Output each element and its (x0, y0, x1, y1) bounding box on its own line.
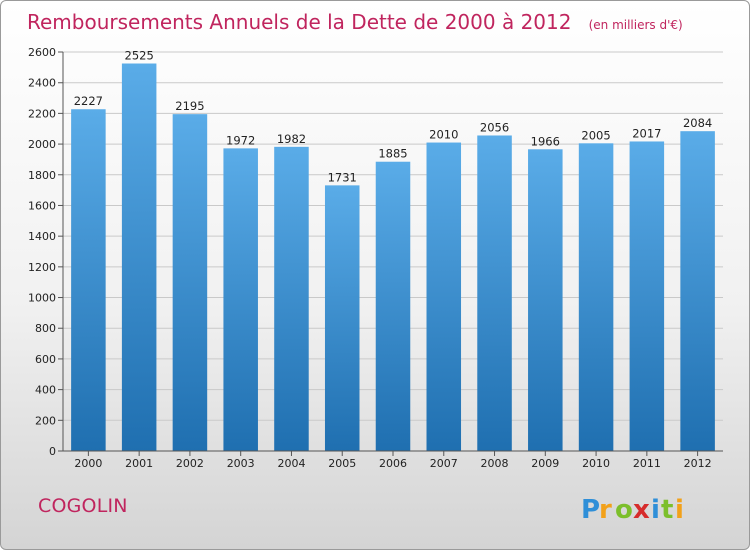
bar-2004 (274, 146, 309, 451)
svg-text:o: o (615, 495, 633, 525)
y-tick-label: 2200 (28, 107, 56, 120)
y-tick-label: 1400 (28, 230, 56, 243)
y-tick-label: 2000 (28, 138, 56, 151)
y-tick-label: 0 (49, 445, 56, 458)
x-tick-label-2010: 2010 (582, 457, 610, 470)
bar-2009 (528, 149, 563, 451)
value-label-2006: 1885 (378, 147, 407, 161)
x-tick-label-2009: 2009 (531, 457, 559, 470)
x-tick-label-2006: 2006 (379, 457, 407, 470)
chart-unit-note: (en milliers d'€) (589, 18, 683, 32)
y-tick-label: 800 (35, 322, 56, 335)
svg-text:t: t (661, 495, 673, 525)
bar-2007 (426, 142, 462, 452)
x-tick-label-2011: 2011 (633, 457, 661, 470)
x-tick-label-2000: 2000 (74, 457, 102, 470)
svg-text:r: r (599, 495, 612, 525)
x-tick-label-2003: 2003 (227, 457, 255, 470)
x-axis: 2000 2001 2002 2003 2004 2005 2006 2007 2008 2009… (63, 450, 723, 470)
y-tick-label: 2400 (28, 77, 56, 90)
value-label-2003: 1972 (226, 133, 255, 147)
x-tick-label-2007: 2007 (430, 457, 458, 470)
value-label-2007: 2010 (429, 128, 458, 142)
y-tick-label: 600 (35, 353, 56, 366)
y-tick-label: 400 (35, 384, 56, 397)
y-tick-label: 1800 (28, 169, 56, 182)
value-label-2000: 2227 (74, 94, 103, 108)
commune-name: COGOLIN (38, 495, 128, 517)
y-tick-label: 200 (35, 414, 56, 427)
y-tick-label: 2600 (28, 46, 56, 59)
value-label-2010: 2005 (581, 128, 610, 142)
x-tick-label-2004: 2004 (277, 457, 305, 470)
bars: 2227 2525 2195 1972 1982 1731 1885 2010 2056 1966… (71, 49, 715, 452)
value-label-2011: 2017 (632, 126, 661, 140)
bar-2012 (680, 131, 715, 451)
bar-2005 (324, 185, 360, 451)
value-label-2008: 2056 (480, 120, 509, 134)
proxiti-logo: P r o x i t i (581, 495, 684, 525)
x-tick-label-2001: 2001 (125, 457, 153, 470)
value-label-2005: 1731 (328, 170, 357, 184)
x-tick-label-2005: 2005 (328, 457, 356, 470)
y-tick-label: 1000 (28, 292, 56, 305)
svg-text:P: P (581, 495, 600, 525)
x-tick-label-2012: 2012 (684, 457, 712, 470)
x-tick-label-2002: 2002 (176, 457, 204, 470)
value-label-2012: 2084 (683, 116, 712, 130)
value-label-2001: 2525 (125, 49, 154, 63)
svg-text:x: x (633, 495, 650, 525)
bar-2006 (375, 161, 411, 451)
svg-text:i: i (675, 495, 684, 525)
y-axis: 0 200 400 600 800 1000 1200 1400 1600 1800 2000 220… (28, 46, 64, 458)
value-label-2004: 1982 (277, 132, 306, 146)
bar-2001 (121, 63, 157, 452)
svg-text:i: i (651, 495, 660, 525)
bar-2002 (172, 114, 208, 452)
bar-2000 (71, 109, 106, 452)
chart-title-group: Remboursements Annuels de la Dette de 20… (27, 10, 683, 34)
y-tick-label: 1600 (28, 199, 56, 212)
chart-title: Remboursements Annuels de la Dette de 20… (27, 10, 571, 34)
value-label-2009: 1966 (531, 134, 560, 148)
x-tick-label-2008: 2008 (481, 457, 509, 470)
bar-2003 (223, 148, 258, 451)
y-tick-label: 1200 (28, 261, 56, 274)
bar-2011 (629, 141, 665, 451)
bar-2008 (477, 135, 512, 451)
value-label-2002: 2195 (175, 99, 204, 113)
bar-2010 (578, 143, 614, 451)
